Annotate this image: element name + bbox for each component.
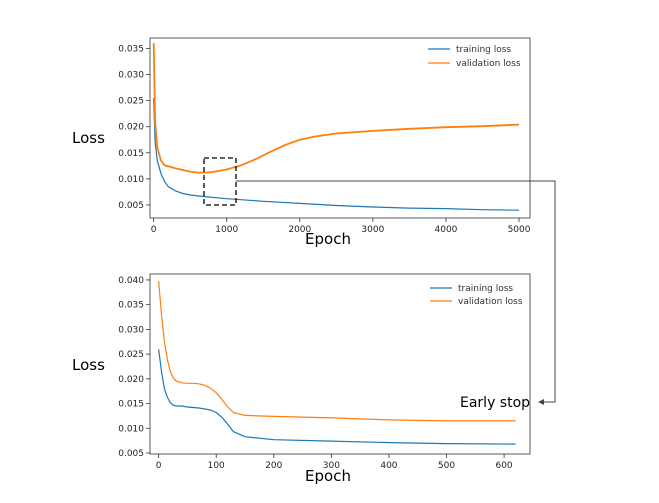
bottom-series-training-line xyxy=(158,349,516,445)
bottom-y-tick-label: 0.005 xyxy=(118,449,144,459)
bottom-x-tick-label: 400 xyxy=(380,461,397,471)
connector-line xyxy=(236,180,556,403)
bottom-y-axis-label: Loss xyxy=(72,356,105,374)
bottom-y-tick-label: 0.020 xyxy=(118,375,144,385)
top-y-tick-label: 0.015 xyxy=(118,149,144,159)
top-y-tick-label: 0.030 xyxy=(118,71,144,81)
zoom-region-box xyxy=(203,157,237,206)
bottom-x-axis-label: Epoch xyxy=(305,467,351,485)
top-y-tick-label: 0.010 xyxy=(118,175,144,185)
top-y-tick-label: 0.035 xyxy=(118,44,144,54)
bottom-y-tick-label: 0.010 xyxy=(118,424,144,434)
top-legend-label-validation: validation loss xyxy=(456,59,521,69)
top-x-tick-label: 3000 xyxy=(361,225,384,235)
connector-arrowhead xyxy=(538,399,544,405)
top-x-tick-label: 2000 xyxy=(288,225,311,235)
top-legend: training loss validation loss xyxy=(428,45,521,69)
top-y-tick-label: 0.005 xyxy=(118,201,144,211)
top-plot-frame xyxy=(149,37,531,219)
bottom-x-tick-label: 600 xyxy=(495,461,512,471)
bottom-legend-label-training: training loss xyxy=(458,284,513,294)
bottom-y-tick-label: 0.030 xyxy=(118,325,144,335)
bottom-x-tick-label: 0 xyxy=(156,461,162,471)
bottom-x-tick-label: 500 xyxy=(438,461,455,471)
top-y-axis-label: Loss xyxy=(72,129,105,147)
bottom-y-tick-label: 0.035 xyxy=(118,301,144,311)
top-x-tick-label: 4000 xyxy=(435,225,458,235)
bottom-chart: 0 100 200 300 400 500 600 0.005 0.010 0.015 0.020 0… xyxy=(72,273,531,485)
bottom-y-tick-label: 0.040 xyxy=(118,276,144,286)
top-series-training-line xyxy=(153,97,520,211)
bottom-x-tick-label: 100 xyxy=(208,461,225,471)
top-x-tick-label: 0 xyxy=(151,225,157,235)
bottom-y-tick-label: 0.025 xyxy=(118,350,144,360)
bottom-y-tick-label: 0.015 xyxy=(118,400,144,410)
bottom-x-tick-label: 200 xyxy=(265,461,282,471)
top-legend-label-training: training loss xyxy=(456,45,511,55)
top-x-axis-label: Epoch xyxy=(305,230,351,248)
bottom-x-tick-label: 300 xyxy=(323,461,340,471)
top-y-tick-label: 0.025 xyxy=(118,97,144,107)
bottom-series-validation-line xyxy=(158,280,516,422)
bottom-legend-label-validation: validation loss xyxy=(458,297,523,307)
top-x-tick-label: 1000 xyxy=(215,225,238,235)
top-y-tick-label: 0.020 xyxy=(118,123,144,133)
top-x-tick-label: 5000 xyxy=(508,225,531,235)
bottom-legend: training loss validation loss xyxy=(430,284,523,307)
early-stop-connector xyxy=(236,180,556,405)
top-chart: 0 1000 2000 3000 4000 5000 0.005 0.010 0.015 0.02… xyxy=(72,37,531,248)
top-chart-marks: 0 1000 2000 3000 4000 5000 0.005 0.010 0.015 0.02… xyxy=(118,43,531,235)
top-series-validation-line xyxy=(152,43,520,174)
bottom-plot-frame xyxy=(149,273,531,455)
early-stop-label: Early stop xyxy=(460,395,530,411)
bottom-chart-marks: 0 100 200 300 400 500 600 0.005 0.010 0.015 0.020 0… xyxy=(118,276,516,471)
